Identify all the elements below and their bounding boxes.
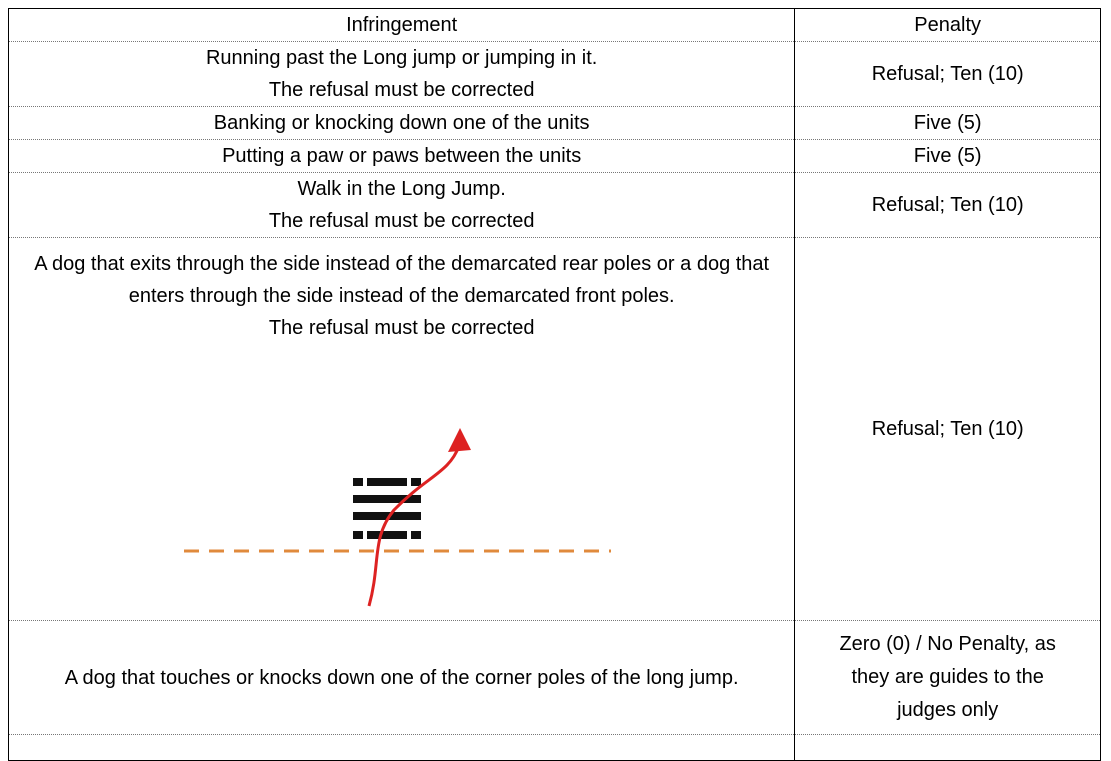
infringement-cell: A dog that exits through the side instea… (8, 237, 796, 621)
dog-path-arrow (367, 445, 461, 607)
long-jump-diagram (184, 428, 611, 607)
infringement-line: Running past the Long jump or jumping in… (205, 47, 598, 69)
table-row: A dog that exits through the side instea… (8, 237, 1101, 621)
penalty-table: Infringement Penalty Running past the Lo… (8, 8, 1101, 761)
table-row: Running past the Long jump or jumping in… (8, 41, 1101, 107)
infringement-cell: Putting a paw or paws between the units (8, 139, 796, 173)
empty-row (8, 734, 1101, 761)
penalty-cell: Refusal; Ten (10) (794, 237, 1101, 621)
infringement-cell: Banking or knocking down one of the unit… (8, 106, 796, 140)
jump-units (353, 478, 421, 539)
infringement-line: A dog that exits through the side instea… (34, 253, 770, 307)
header-row: Infringement Penalty (8, 8, 1101, 42)
infringement-line: The refusal must be corrected (268, 79, 535, 101)
table-row: Putting a paw or paws between the units F… (8, 139, 1101, 173)
infringement-cell: A dog that touches or knocks down one of… (8, 620, 796, 735)
empty-cell (8, 734, 796, 761)
table-row: Walk in the Long Jump. The refusal must b… (8, 172, 1101, 238)
infringement-cell: Running past the Long jump or jumping in… (8, 41, 796, 107)
infringement-line: Putting a paw or paws between the units (222, 145, 582, 167)
infringement-line: A dog that touches or knocks down one of… (64, 666, 739, 689)
penalty-cell: Zero (0) / No Penalty, as they are guide… (794, 620, 1101, 735)
penalty-cell: Refusal; Ten (10) (794, 172, 1101, 238)
header-cell: Penalty (914, 14, 982, 36)
penalty-cell: Five (5) (794, 139, 1101, 173)
arrow-head (448, 428, 471, 452)
infringement-line: The refusal must be corrected (268, 317, 535, 339)
table-row: Banking or knocking down one of the unit… (8, 106, 1101, 140)
infringement-line: Banking or knocking down one of the unit… (213, 112, 590, 134)
empty-cell (794, 734, 1101, 761)
penalty-cell: Five (5) (794, 106, 1101, 140)
penalty-cell: Refusal; Ten (10) (794, 41, 1101, 107)
table-body: Infringement Penalty Running past the Lo… (8, 8, 1101, 761)
infringement-line: Walk in the Long Jump. (297, 178, 506, 200)
infringement-line: The refusal must be corrected (268, 210, 535, 232)
table-row: A dog that touches or knocks down one of… (8, 620, 1101, 735)
infringement-cell: Walk in the Long Jump. The refusal must b… (8, 172, 796, 238)
header-cell: Infringement (8, 8, 796, 42)
